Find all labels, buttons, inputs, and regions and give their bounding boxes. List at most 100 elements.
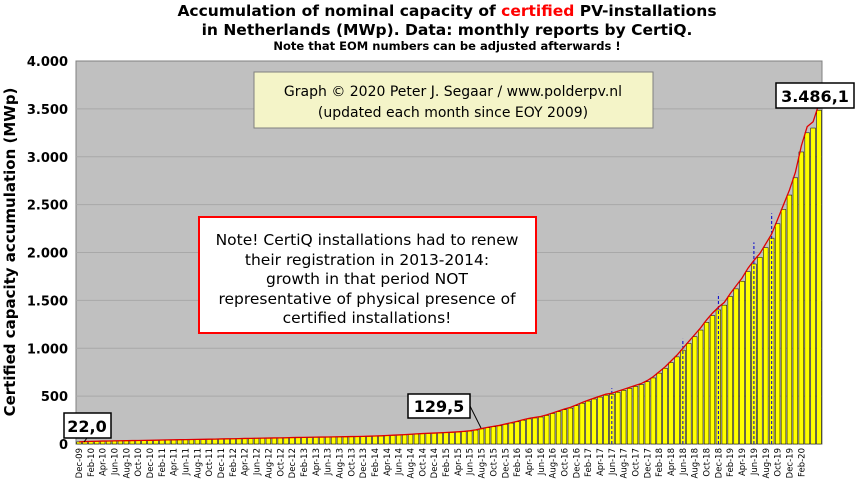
bar (390, 435, 396, 445)
bar (810, 127, 816, 445)
bar (774, 223, 781, 445)
bar (289, 437, 295, 445)
bar (301, 437, 307, 445)
x-tick-label: Feb-15 (442, 448, 452, 477)
bar (165, 439, 171, 445)
x-tick-label: Aug-14 (407, 448, 417, 478)
x-tick-label: Apr-12 (241, 448, 251, 476)
x-tick-label: Dec-19 (785, 448, 795, 478)
bar (650, 377, 656, 445)
x-tick-label: Apr-11 (170, 448, 180, 476)
bar (626, 388, 633, 445)
x-tick-label: Aug-15 (478, 448, 488, 478)
bar (253, 438, 260, 445)
x-tick-label: Dec-10 (146, 448, 156, 478)
callout-middle-value: 129,5 (414, 397, 465, 416)
x-tick-label: Dec-18 (714, 448, 724, 478)
bar (555, 411, 562, 445)
bar (621, 390, 627, 445)
x-tick-label: Dec-12 (288, 448, 298, 478)
bar (478, 428, 485, 445)
bar (425, 433, 431, 445)
x-tick-label: Feb-17 (584, 448, 594, 477)
bar (330, 436, 337, 445)
bar (692, 336, 698, 445)
bar (188, 439, 195, 445)
bar (325, 436, 331, 445)
bar (656, 372, 662, 445)
callout-middle-box (407, 393, 471, 419)
bar (484, 427, 491, 445)
bar-series (76, 109, 822, 445)
y-tick-label: 1.000 (27, 342, 68, 357)
bar (733, 288, 739, 445)
bar (177, 439, 183, 445)
bar (573, 405, 579, 445)
bar (413, 433, 420, 445)
y-tick-label: 0 (59, 438, 68, 453)
x-tick-label: Dec-15 (501, 448, 511, 478)
callout-last-value: 3.486,1 (781, 87, 849, 106)
x-tick-label: Jun-18 (679, 448, 689, 476)
x-tick-label: Apr-14 (383, 448, 393, 476)
bar (265, 437, 272, 445)
bar (461, 431, 467, 445)
x-tick-label: Jun-19 (750, 448, 760, 476)
bar (182, 439, 189, 445)
bar (615, 392, 621, 445)
x-tick-label: Dec-13 (359, 448, 369, 478)
x-tick-label: Jun-16 (537, 448, 547, 476)
bar (467, 430, 473, 445)
x-tick-label: Jun-10 (110, 448, 120, 476)
x-tick-label: Apr-19 (738, 448, 748, 476)
bar (242, 438, 248, 445)
bar (313, 437, 319, 445)
bar (567, 407, 573, 445)
note-line-4: representative of physical presence of (218, 290, 516, 308)
bar (816, 109, 822, 445)
note-line-2: their registration in 2013-2014: (245, 251, 489, 269)
bar (603, 394, 609, 445)
bar (703, 322, 710, 445)
x-axis-ticks: Dec-09 Feb-10 Apr-10 Jun-10 Aug-10 Oct-10 Dec-… (75, 448, 807, 478)
bar (348, 436, 354, 445)
y-tick-label: 500 (41, 390, 68, 405)
x-tick-label: Oct-16 (560, 448, 570, 477)
note-line-3: growth in that period NOT (266, 270, 468, 288)
x-tick-label: Dec-16 (572, 448, 582, 478)
x-tick-label: Jun-17 (608, 448, 618, 476)
bar (698, 329, 704, 445)
x-tick-label: Feb-19 (726, 448, 736, 477)
bar (538, 416, 544, 445)
bar (354, 436, 360, 445)
y-tick-label: 2.000 (27, 247, 68, 262)
bar (366, 436, 372, 445)
x-tick-label: Aug-10 (122, 448, 132, 478)
x-tick-label: Aug-18 (691, 448, 701, 478)
chart-subtitle: Note that EOM numbers can be adjusted af… (273, 39, 620, 53)
credit-box (253, 71, 654, 129)
bar (514, 421, 520, 445)
bar (709, 315, 716, 445)
bar (171, 439, 177, 445)
chart-title-line2: in Netherlands (MWp). Data: monthly repo… (202, 21, 693, 39)
bar (224, 438, 230, 445)
x-tick-label: Aug-12 (264, 448, 274, 478)
bar (443, 432, 449, 445)
x-tick-label: Aug-19 (762, 448, 772, 478)
x-tick-label: Aug-11 (193, 448, 203, 478)
x-tick-label: Oct-14 (418, 448, 428, 477)
bar (508, 422, 514, 445)
bar (490, 426, 497, 445)
y-axis-ticks: 0 500 1.000 1.500 2.000 2.500 3.000 3.500 4.000 (27, 55, 68, 453)
bar (526, 418, 532, 445)
trend-line (78, 103, 820, 443)
bar (739, 280, 745, 445)
note-box (198, 216, 537, 334)
bar (431, 433, 437, 445)
bar (674, 356, 680, 445)
x-tick-label: Dec-11 (217, 448, 227, 478)
x-tick-label: Jun-15 (466, 448, 476, 476)
bar (342, 436, 348, 445)
